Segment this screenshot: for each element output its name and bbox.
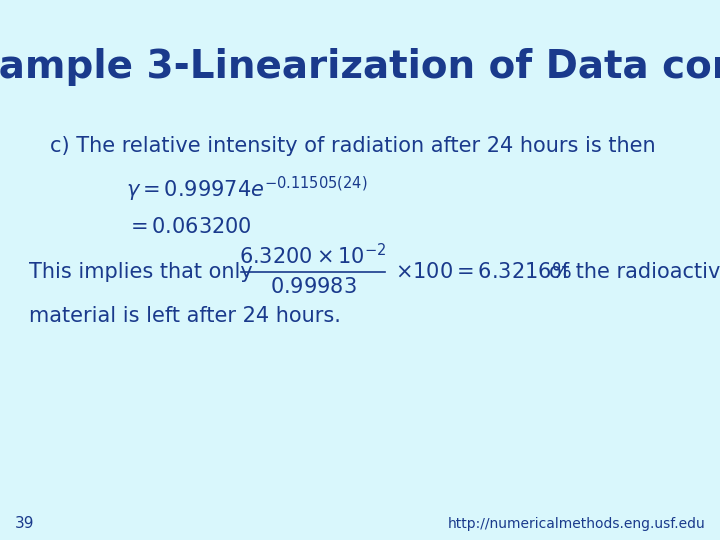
- Text: $0.99983$: $0.99983$: [270, 277, 356, 298]
- Text: $= 0.063200$: $= 0.063200$: [126, 217, 252, 237]
- Text: $\gamma = 0.99974e^{-0.11505(24)}$: $\gamma = 0.99974e^{-0.11505(24)}$: [126, 174, 367, 204]
- Text: This implies that only: This implies that only: [29, 261, 253, 282]
- Text: c) The relative intensity of radiation after 24 hours is then: c) The relative intensity of radiation a…: [50, 136, 656, 156]
- Text: material is left after 24 hours.: material is left after 24 hours.: [29, 306, 341, 326]
- Text: $\times 100 = 6.3216\%$: $\times 100 = 6.3216\%$: [395, 261, 571, 282]
- Text: $6.3200 \times 10^{-2}$: $6.3200 \times 10^{-2}$: [240, 243, 387, 268]
- Text: 39: 39: [14, 516, 34, 531]
- Text: Example 3-Linearization of Data cont.: Example 3-Linearization of Data cont.: [0, 49, 720, 86]
- Text: of the radioactive: of the radioactive: [549, 261, 720, 282]
- Text: http://numericalmethods.eng.usf.edu: http://numericalmethods.eng.usf.edu: [448, 517, 706, 531]
